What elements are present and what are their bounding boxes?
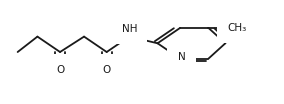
Text: O: O [56, 65, 64, 75]
Text: NH: NH [122, 24, 137, 33]
Text: O: O [103, 65, 111, 75]
Text: CH₃: CH₃ [228, 23, 247, 33]
Text: N: N [178, 52, 185, 62]
